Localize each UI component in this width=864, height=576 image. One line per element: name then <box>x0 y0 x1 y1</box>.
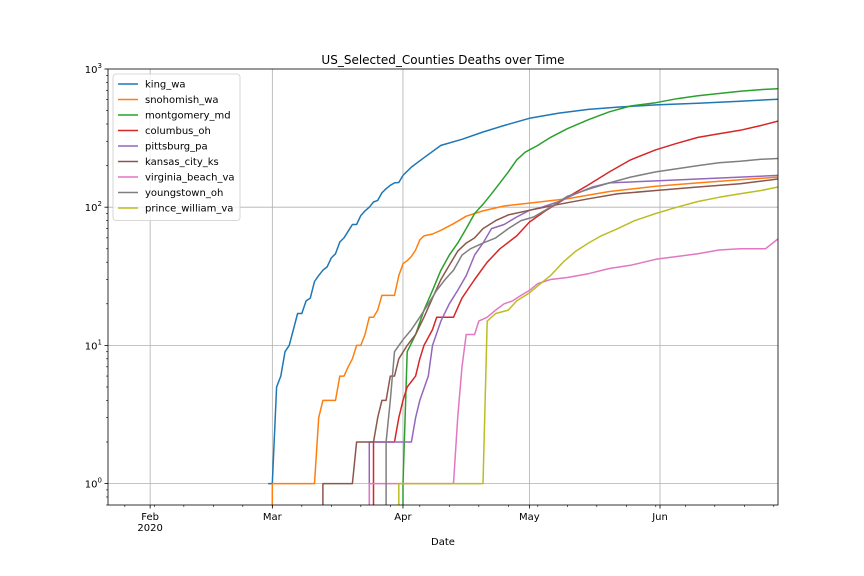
x-tick-label: May <box>519 512 540 523</box>
y-tick-label: 100 <box>85 477 102 491</box>
legend-label: montgomery_md <box>145 111 231 122</box>
y-tick-exponent: 2 <box>98 200 102 208</box>
series-line-snohomish-wa <box>271 176 778 505</box>
legend-label: snohomish_wa <box>145 95 219 106</box>
chart-title: US_Selected_Counties Deaths over Time <box>321 53 564 67</box>
series-line-youngstown-oh <box>385 157 778 505</box>
plot-area <box>268 87 778 505</box>
y-tick-base: 10 <box>85 480 98 491</box>
x-tick-label: Feb <box>141 512 159 523</box>
x-tick-label: Jun <box>651 512 668 523</box>
y-tick-base: 10 <box>85 341 98 352</box>
axes-frame <box>107 68 779 506</box>
x-tick-label: Mar <box>263 512 283 523</box>
series-line-virginia-beach-va <box>368 238 778 505</box>
legend-label: king_wa <box>145 80 186 91</box>
legend-label: youngstown_oh <box>145 188 223 199</box>
y-tick-exponent: 0 <box>98 477 102 485</box>
series-line-kansas-city-ks <box>322 178 778 505</box>
y-tick-exponent: 1 <box>98 338 102 346</box>
series-line-prince-william-va <box>398 186 778 505</box>
y-tick-label: 103 <box>85 62 102 76</box>
x-tick-year-label: 2020 <box>137 523 162 534</box>
y-tick-label: 101 <box>85 338 102 352</box>
series-line-montgomery-md <box>402 87 778 505</box>
y-tick-base: 10 <box>85 203 98 214</box>
x-axis-label: Date <box>431 537 455 548</box>
x-tick-label: Apr <box>394 512 412 523</box>
legend-label: pittsburg_pa <box>145 142 208 153</box>
legend-label: prince_william_va <box>145 204 233 215</box>
series-line-king-wa <box>268 98 778 485</box>
series-line-columbus-oh <box>372 120 778 505</box>
y-tick-label: 102 <box>85 200 102 214</box>
legend-label: virginia_beach_va <box>145 173 235 184</box>
y-tick-base: 10 <box>85 65 98 76</box>
legend-label: kansas_city_ks <box>145 157 219 168</box>
legend-box <box>112 73 241 221</box>
legend: king_wa snohomish_wa montgomery_md columbus… <box>112 73 241 221</box>
legend-label: columbus_oh <box>145 126 211 137</box>
y-tick-exponent: 3 <box>98 62 102 70</box>
